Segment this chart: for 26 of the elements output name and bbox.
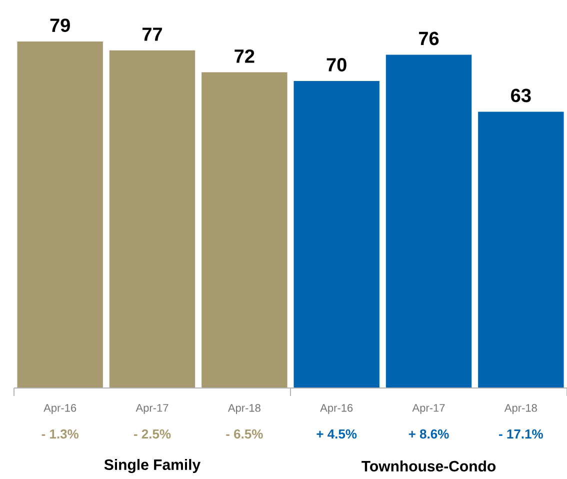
text: + 8.6% — [408, 429, 449, 439]
x-tick-label: Apr-18 — [504, 404, 537, 414]
text: + 4.5% — [316, 429, 357, 439]
bar — [386, 54, 472, 388]
bar — [202, 72, 288, 388]
data-label: 70 — [326, 58, 346, 72]
text: - 17.1% — [499, 429, 543, 439]
text: Townhouse-Condo — [362, 460, 496, 472]
text: - 6.5% — [226, 429, 263, 439]
text: Single Family — [104, 458, 201, 474]
bar — [478, 112, 564, 388]
bar — [109, 50, 196, 388]
x-tick-label: Apr-17 — [136, 404, 168, 414]
data-label: 76 — [419, 32, 439, 46]
bar — [17, 42, 103, 388]
data-label: 63 — [511, 88, 531, 102]
bar — [294, 81, 380, 388]
x-tick-label: Apr-16 — [320, 404, 353, 414]
x-tick-label: Apr-16 — [44, 404, 76, 414]
data-label: 72 — [234, 49, 254, 63]
data-label: 77 — [142, 28, 162, 41]
text: - 1.3% — [42, 429, 79, 439]
x-tick-label: Apr-18 — [228, 404, 260, 414]
data-label: 79 — [50, 18, 70, 32]
x-tick-label: Apr-17 — [412, 404, 445, 414]
text: - 2.5% — [134, 429, 171, 439]
